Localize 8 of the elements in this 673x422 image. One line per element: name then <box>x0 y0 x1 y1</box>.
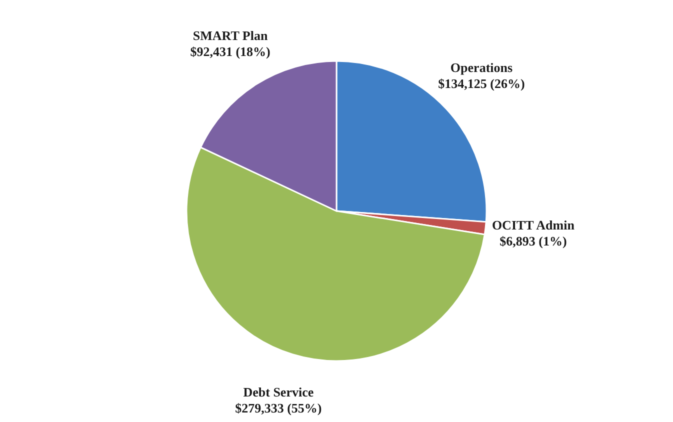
data-label: $6,893 (1%) <box>500 234 567 249</box>
data-label: $134,125 (26%) <box>438 76 525 92</box>
data-label: $92,431 (18%) <box>190 44 270 59</box>
slice-label: SMART Plan <box>192 28 268 43</box>
slice-label: Debt Service <box>243 384 314 400</box>
slice-label: Operations <box>450 60 513 76</box>
slice-label: OCITT Admin <box>492 218 576 233</box>
data-label: $279,333 (55%) <box>235 400 322 416</box>
